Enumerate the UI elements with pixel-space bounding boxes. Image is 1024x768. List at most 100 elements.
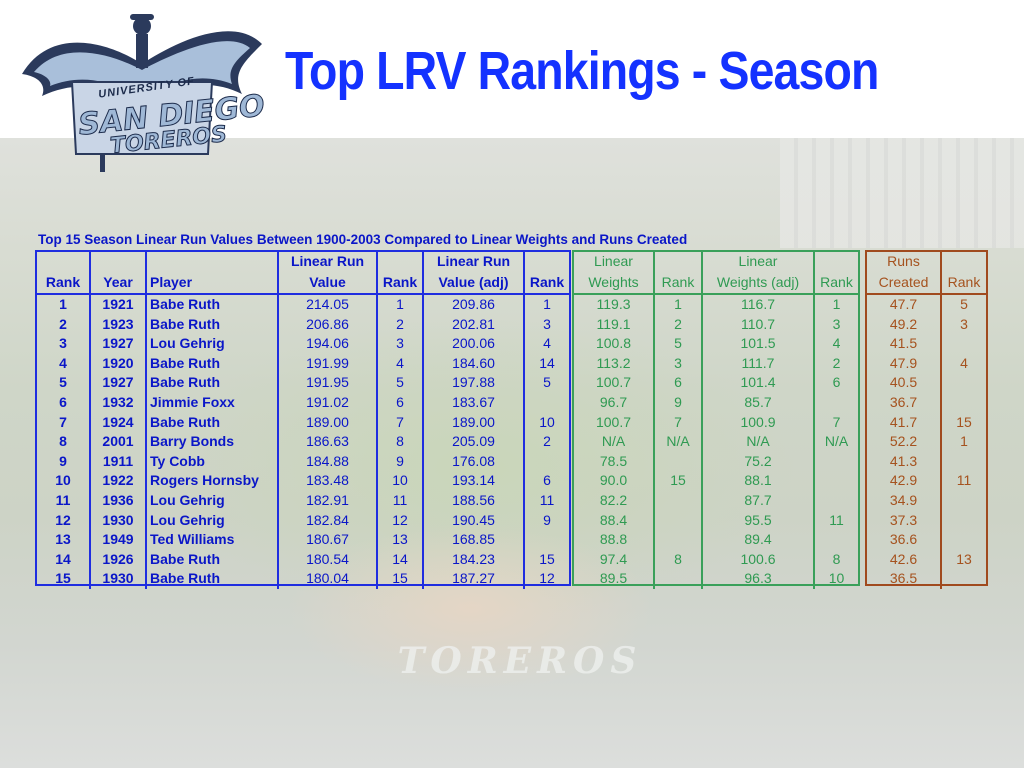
header-player: Player xyxy=(146,272,279,295)
lw-lw-cell: 89.5 xyxy=(574,569,655,589)
table-row: 78.5 75.2 xyxy=(574,451,858,472)
lw-lw-adj-cell: 100.6 xyxy=(702,549,815,570)
lw-lw-adj-cell: 75.2 xyxy=(702,451,815,472)
lw-lw-adj-cell: 100.9 xyxy=(702,412,815,433)
table-row: 42.6 13 xyxy=(867,549,986,570)
rc-rc-rank-cell: 5 xyxy=(960,296,968,312)
header-lrv-adj-line2: Value (adj) xyxy=(423,272,525,295)
header-row-1: Linear Linear xyxy=(574,252,858,272)
table-row: 100.7 6 101.4 6 xyxy=(574,373,858,393)
lw-lw-cell: 100.8 xyxy=(574,334,655,354)
table-row: 36.7 xyxy=(867,392,986,413)
lw-lw-adj-cell: 85.7 xyxy=(702,392,815,413)
lw-lw-rank-cell: 7 xyxy=(654,412,703,433)
lrv-player-cell: Ted Williams xyxy=(146,530,279,550)
lrv-player-cell: Lou Gehrig xyxy=(146,490,279,511)
table-row: 119.3 1 116.7 1 xyxy=(574,294,858,315)
lw-lw-cell: 88.4 xyxy=(574,510,655,531)
lw-lw-adj-rank-cell: 3 xyxy=(832,315,841,332)
table-row: 47.7 5 xyxy=(867,294,986,315)
lrv-rank-cell: 5 xyxy=(37,373,91,393)
table-row: 88.8 89.4 xyxy=(574,530,858,550)
lrv-year-cell: 1949 xyxy=(90,530,147,550)
lrv-lrv-rank-cell: 6 xyxy=(377,392,424,413)
lrv-lrv-adj-rank-cell: 6 xyxy=(543,472,551,489)
table-row: 6 1932 Jimmie Foxx 191.02 6 183.67 xyxy=(37,392,569,413)
table-row: 113.2 3 111.7 2 xyxy=(574,353,858,374)
lrv-lrv-adj-cell: 184.23 xyxy=(423,549,525,570)
lrv-lrv-adj-rank-cell xyxy=(524,452,569,472)
lrv-player-cell: Babe Ruth xyxy=(146,549,279,570)
table-row: N/A N/A N/A N/A xyxy=(574,432,858,452)
table-row: 11 1936 Lou Gehrig 182.91 11 188.56 11 xyxy=(37,490,569,511)
table-row: 12 1930 Lou Gehrig 182.84 12 190.45 9 xyxy=(37,510,569,531)
lrv-lrv-adj-rank-cell: 3 xyxy=(543,315,551,332)
lw-lw-rank-cell xyxy=(654,569,703,589)
runs-created-table: Runs Created Rank 47.7 5 49.2 3 41.5 47.9 4 40.… xyxy=(867,252,986,589)
lrv-lrv-cell: 180.54 xyxy=(278,549,378,570)
header-lw-rank: Rank xyxy=(654,272,703,295)
lrv-year-cell: 1936 xyxy=(90,490,147,511)
lw-lw-adj-cell: 88.1 xyxy=(702,471,815,491)
header-row-2: Weights Rank Weights (adj) Rank xyxy=(574,272,858,295)
lrv-lrv-adj-rank-cell: 5 xyxy=(543,374,551,391)
lw-lw-rank-cell xyxy=(654,510,703,531)
lrv-year-cell: 1921 xyxy=(90,294,147,315)
lrv-lrv-cell: 180.67 xyxy=(278,530,378,550)
lrv-lrv-adj-cell: 190.45 xyxy=(423,510,525,531)
torero-figure-icon xyxy=(22,14,262,172)
lw-lw-cell: 82.2 xyxy=(574,490,655,511)
lw-lw-cell: 119.3 xyxy=(574,294,655,315)
rc-rc-cell: 36.7 xyxy=(867,392,942,413)
table-row: 52.2 1 xyxy=(867,432,986,452)
table-row: 7 1924 Babe Ruth 189.00 7 189.00 10 xyxy=(37,412,569,433)
rc-rc-cell: 41.3 xyxy=(867,451,942,472)
lw-lw-cell: 100.7 xyxy=(574,412,655,433)
rc-rc-cell: 37.3 xyxy=(867,510,942,531)
header-rc-rank: Rank xyxy=(941,272,986,295)
lrv-year-cell: 1932 xyxy=(90,392,147,413)
lw-lw-adj-rank-cell: N/A xyxy=(824,433,849,450)
table-row: 10 1922 Rogers Hornsby 183.48 10 193.14 6 xyxy=(37,471,569,491)
lw-lw-adj-cell: 110.7 xyxy=(702,314,815,335)
lw-lw-rank-cell: 15 xyxy=(654,471,703,491)
lw-lw-adj-rank-cell: 10 xyxy=(828,570,845,587)
lw-lw-cell: 97.4 xyxy=(574,549,655,570)
rc-rc-rank-cell xyxy=(941,511,986,531)
header-rank: Rank xyxy=(37,272,91,295)
lrv-year-cell: 1923 xyxy=(90,314,147,335)
lrv-lrv-adj-cell: 193.14 xyxy=(423,471,525,491)
rc-rc-cell: 40.5 xyxy=(867,373,942,393)
lw-lw-adj-cell: 116.7 xyxy=(702,294,815,315)
lrv-lrv-cell: 182.84 xyxy=(278,510,378,531)
rc-rc-cell: 42.9 xyxy=(867,471,942,491)
lrv-rank-cell: 14 xyxy=(37,549,91,570)
lw-lw-cell: 96.7 xyxy=(574,392,655,413)
table-row: 36.5 xyxy=(867,569,986,589)
runs-created-group: Runs Created Rank 47.7 5 49.2 3 41.5 47.9 4 40.… xyxy=(865,250,988,589)
rc-rc-cell: 52.2 xyxy=(867,432,942,452)
table-row: 119.1 2 110.7 3 xyxy=(574,314,858,335)
lw-lw-rank-cell: 8 xyxy=(654,549,703,570)
header-row-2: Rank Year Player Value Rank Value (adj) … xyxy=(37,272,569,295)
linear-weights-group: Linear Linear Weights Rank Weights (adj)… xyxy=(572,250,860,589)
lrv-lrv-rank-cell: 2 xyxy=(377,314,424,335)
lw-lw-adj-rank-cell xyxy=(814,491,858,511)
lw-lw-rank-cell: 1 xyxy=(654,294,703,315)
rc-rc-rank-cell: 3 xyxy=(960,315,968,332)
table-row: 14 1926 Babe Ruth 180.54 14 184.23 15 xyxy=(37,549,569,570)
rc-rc-rank-cell: 13 xyxy=(956,550,972,567)
table-row: 100.7 7 100.9 7 xyxy=(574,412,858,433)
lw-lw-adj-cell: 96.3 xyxy=(702,569,815,589)
lw-lw-adj-rank-cell xyxy=(814,471,858,491)
lrv-lrv-adj-cell: 202.81 xyxy=(423,314,525,335)
lw-lw-adj-cell: 87.7 xyxy=(702,490,815,511)
lw-lw-rank-cell: 2 xyxy=(654,314,703,335)
lw-lw-adj-rank-cell: 8 xyxy=(832,550,841,567)
lw-lw-cell: 119.1 xyxy=(574,314,655,335)
table-row: 90.0 15 88.1 xyxy=(574,471,858,491)
table-row: 97.4 8 100.6 8 xyxy=(574,549,858,570)
rc-rc-rank-cell xyxy=(941,373,986,393)
table-row: 42.9 11 xyxy=(867,471,986,491)
header-row-2: Created Rank xyxy=(867,272,986,295)
